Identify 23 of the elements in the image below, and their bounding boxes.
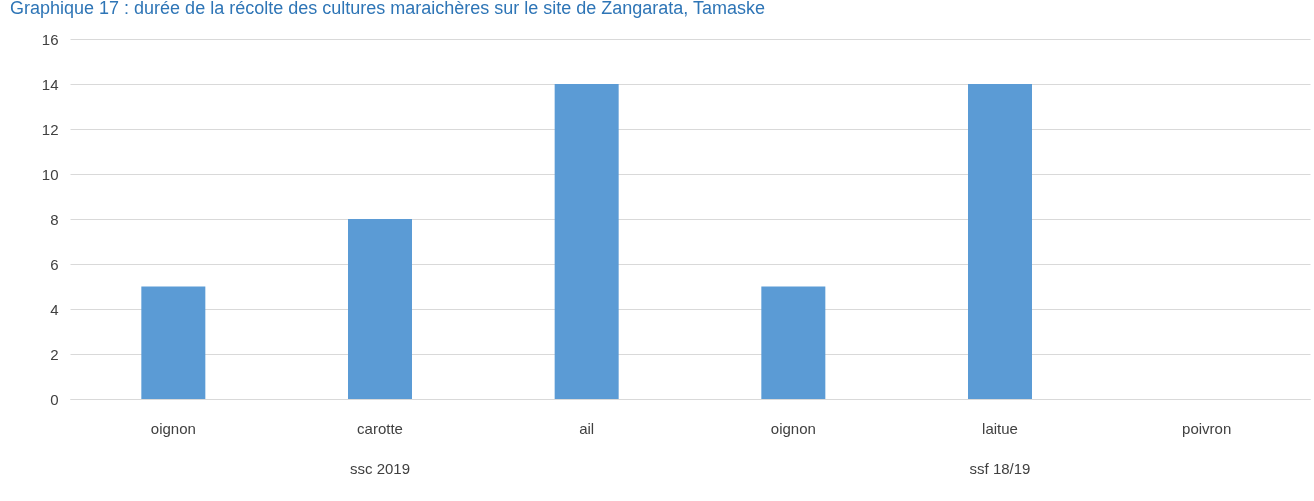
- bar: [141, 286, 206, 399]
- y-tick-label: 4: [50, 300, 59, 318]
- y-tick-label: 6: [50, 255, 59, 273]
- bar: [554, 84, 619, 399]
- bar: [968, 84, 1032, 399]
- x-tick-label: poivron: [1182, 419, 1232, 437]
- y-tick-label: 12: [41, 120, 59, 138]
- x-tick-label: oignon: [150, 419, 196, 437]
- y-tick-label: 14: [41, 75, 59, 93]
- bar: [761, 286, 826, 399]
- text: ssf 18/19: [969, 460, 1031, 477]
- y-tick-label: 0: [50, 390, 59, 408]
- x-tick-label: carotte: [357, 419, 403, 437]
- y-tick-label: 16: [41, 30, 59, 48]
- chart-title: Graphique 17 : durée de la récolte des cultures maraichères sur le site de Zangarata, Tamaske: [10, 0, 766, 18]
- bar: [348, 219, 412, 399]
- y-tick-label: 10: [41, 165, 59, 183]
- y-tick-label: 8: [50, 210, 59, 228]
- x-tick-label: oignon: [770, 419, 816, 437]
- text: ssc 2019: [349, 460, 411, 477]
- y-tick-label: 2: [50, 345, 59, 363]
- x-tick-label: laitue: [982, 419, 1018, 437]
- x-tick-label: ail: [579, 419, 595, 437]
